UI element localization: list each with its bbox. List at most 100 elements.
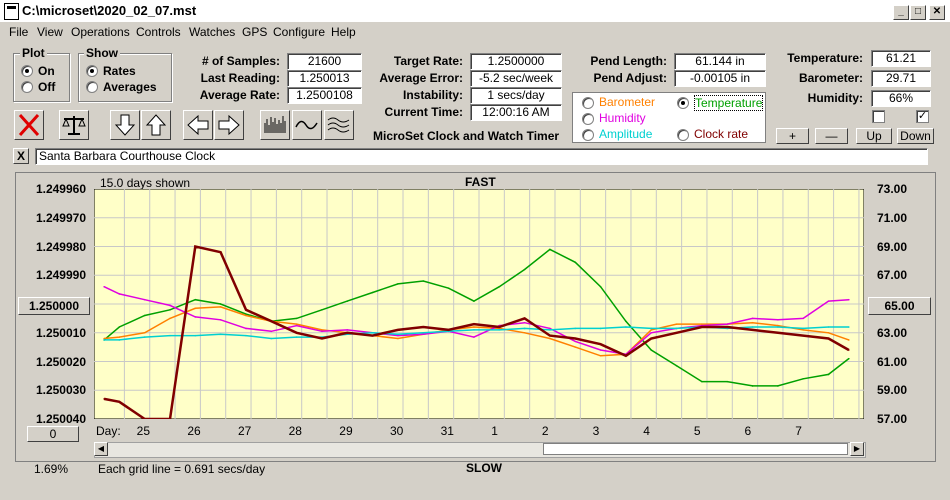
data-point-barometer	[802, 329, 805, 331]
menu-view[interactable]: View	[37, 25, 63, 39]
temperature-radio[interactable]	[677, 97, 689, 109]
data-point-amplitude	[675, 327, 678, 330]
data-point-amplitude	[827, 326, 830, 328]
multi-wave-button[interactable]	[324, 110, 354, 140]
plus-button[interactable]: +	[776, 128, 809, 144]
clock-name-clear-button[interactable]: X	[13, 148, 29, 164]
data-point-clock-rate	[346, 331, 349, 334]
data-point-humidity	[270, 330, 273, 333]
down-arrow-button[interactable]	[110, 110, 140, 140]
checkbox-1[interactable]	[872, 110, 885, 123]
offset-button[interactable]: 0	[27, 426, 79, 442]
data-point-humidity	[574, 340, 577, 343]
window-title: C:\microset\2020_02_07.mst	[22, 3, 197, 18]
left-axis-tick-label: 1.250020	[35, 354, 86, 369]
pend-adjust-field[interactable]: -0.00105 in	[674, 70, 766, 87]
down-button[interactable]: Down	[897, 128, 934, 144]
pend-length-label: Pend Length:	[590, 54, 667, 68]
left-arrow-button[interactable]	[183, 110, 213, 140]
bar-graph-button[interactable]	[260, 110, 290, 140]
menu-help[interactable]: Help	[331, 25, 356, 39]
left-axis-tick-label: 1.249980	[35, 239, 86, 254]
menu-configure[interactable]: Configure	[273, 25, 326, 39]
data-point-temperature	[473, 300, 475, 302]
target-rate-field[interactable]: 1.2500000	[470, 53, 562, 70]
plot-off-radio[interactable]	[21, 81, 33, 93]
data-point-clock-rate	[118, 400, 121, 403]
close-window-button[interactable]: ✕	[929, 5, 945, 20]
center-rate-button[interactable]: 1.250000	[18, 297, 90, 315]
sensor-select-box	[572, 92, 766, 143]
data-point-humidity	[143, 298, 146, 301]
plot-on-radio[interactable]	[21, 65, 33, 77]
maximize-button[interactable]: □	[910, 5, 926, 20]
data-point-barometer	[827, 331, 830, 334]
data-point-temperature	[777, 385, 779, 387]
data-point-clock-rate	[751, 329, 754, 331]
data-point-barometer	[143, 331, 146, 334]
menu-controls[interactable]: Controls	[136, 25, 181, 39]
show-rates-label: Rates	[103, 64, 136, 78]
data-point-amplitude	[397, 333, 399, 335]
data-point-temperature	[295, 317, 298, 320]
data-point-barometer	[397, 337, 399, 340]
data-point-temperature	[118, 326, 121, 328]
data-point-humidity	[549, 327, 551, 330]
data-point-temperature	[802, 377, 805, 380]
right-axis-tick-label: 69.00	[876, 239, 907, 254]
minus-button[interactable]: —	[815, 128, 848, 144]
menu-operations[interactable]: Operations	[71, 25, 130, 39]
percent-label: 1.69%	[34, 462, 69, 476]
menu-gps[interactable]: GPS	[242, 25, 268, 39]
data-point-humidity	[599, 349, 602, 351]
data-point-clock-rate	[371, 334, 374, 337]
humidity-radio[interactable]	[582, 113, 594, 125]
target-rate-label: Target Rate:	[393, 54, 463, 68]
last-reading-field: 1.250013	[287, 70, 362, 87]
barometer-radio[interactable]	[582, 97, 594, 109]
data-point-barometer	[295, 323, 298, 325]
balance-button[interactable]	[59, 110, 89, 140]
bar-graph-icon	[264, 116, 286, 133]
minimize-button[interactable]: _	[893, 5, 909, 20]
data-point-humidity	[194, 316, 197, 318]
amplitude-radio[interactable]	[582, 129, 594, 141]
fast-label: FAST	[465, 175, 496, 189]
up-arrow-button[interactable]	[141, 110, 171, 140]
clock-rate-radio[interactable]	[677, 129, 689, 141]
average-rate-label: Average Rate:	[199, 88, 280, 102]
data-point-temperature	[194, 298, 197, 301]
app-icon[interactable]	[4, 3, 19, 20]
up-button[interactable]: Up	[856, 128, 892, 144]
left-axis-tick-label: 1.249970	[35, 210, 86, 225]
show-averages-label: Averages	[103, 80, 157, 94]
data-point-amplitude	[103, 339, 105, 341]
close-x-icon	[18, 113, 40, 137]
right-arrow-button[interactable]	[214, 110, 244, 140]
clear-button[interactable]	[14, 110, 44, 140]
data-point-amplitude	[143, 336, 146, 338]
right-axis-tick-label: 59.00	[876, 383, 907, 398]
scroll-right-button[interactable]: ▶	[850, 442, 864, 456]
menu-watches[interactable]: Watches	[189, 25, 236, 39]
data-point-clock-rate	[701, 326, 703, 328]
scroll-left-button[interactable]: ◀	[94, 442, 108, 456]
center-sensor-button[interactable]: 65.00	[868, 297, 931, 315]
data-point-clock-rate	[498, 326, 501, 328]
menu-file[interactable]: File	[9, 25, 29, 39]
show-group	[78, 53, 172, 102]
clock-name-input[interactable]: Santa Barbara Courthouse Clock	[35, 148, 928, 165]
show-group-title: Show	[84, 46, 120, 60]
show-averages-radio[interactable]	[86, 81, 98, 93]
pend-length-field[interactable]: 61.144 in	[674, 53, 766, 70]
wave-button[interactable]	[292, 110, 322, 140]
data-point-humidity	[726, 323, 729, 325]
data-point-amplitude	[473, 329, 475, 331]
show-rates-radio[interactable]	[86, 65, 98, 77]
data-point-amplitude	[777, 326, 779, 328]
day-tick-label: 31	[440, 424, 454, 438]
day-tick-label: 28	[288, 424, 302, 438]
data-point-temperature	[827, 373, 830, 376]
scroll-thumb[interactable]	[543, 443, 848, 455]
checkbox-2[interactable]: ✓	[916, 110, 929, 123]
